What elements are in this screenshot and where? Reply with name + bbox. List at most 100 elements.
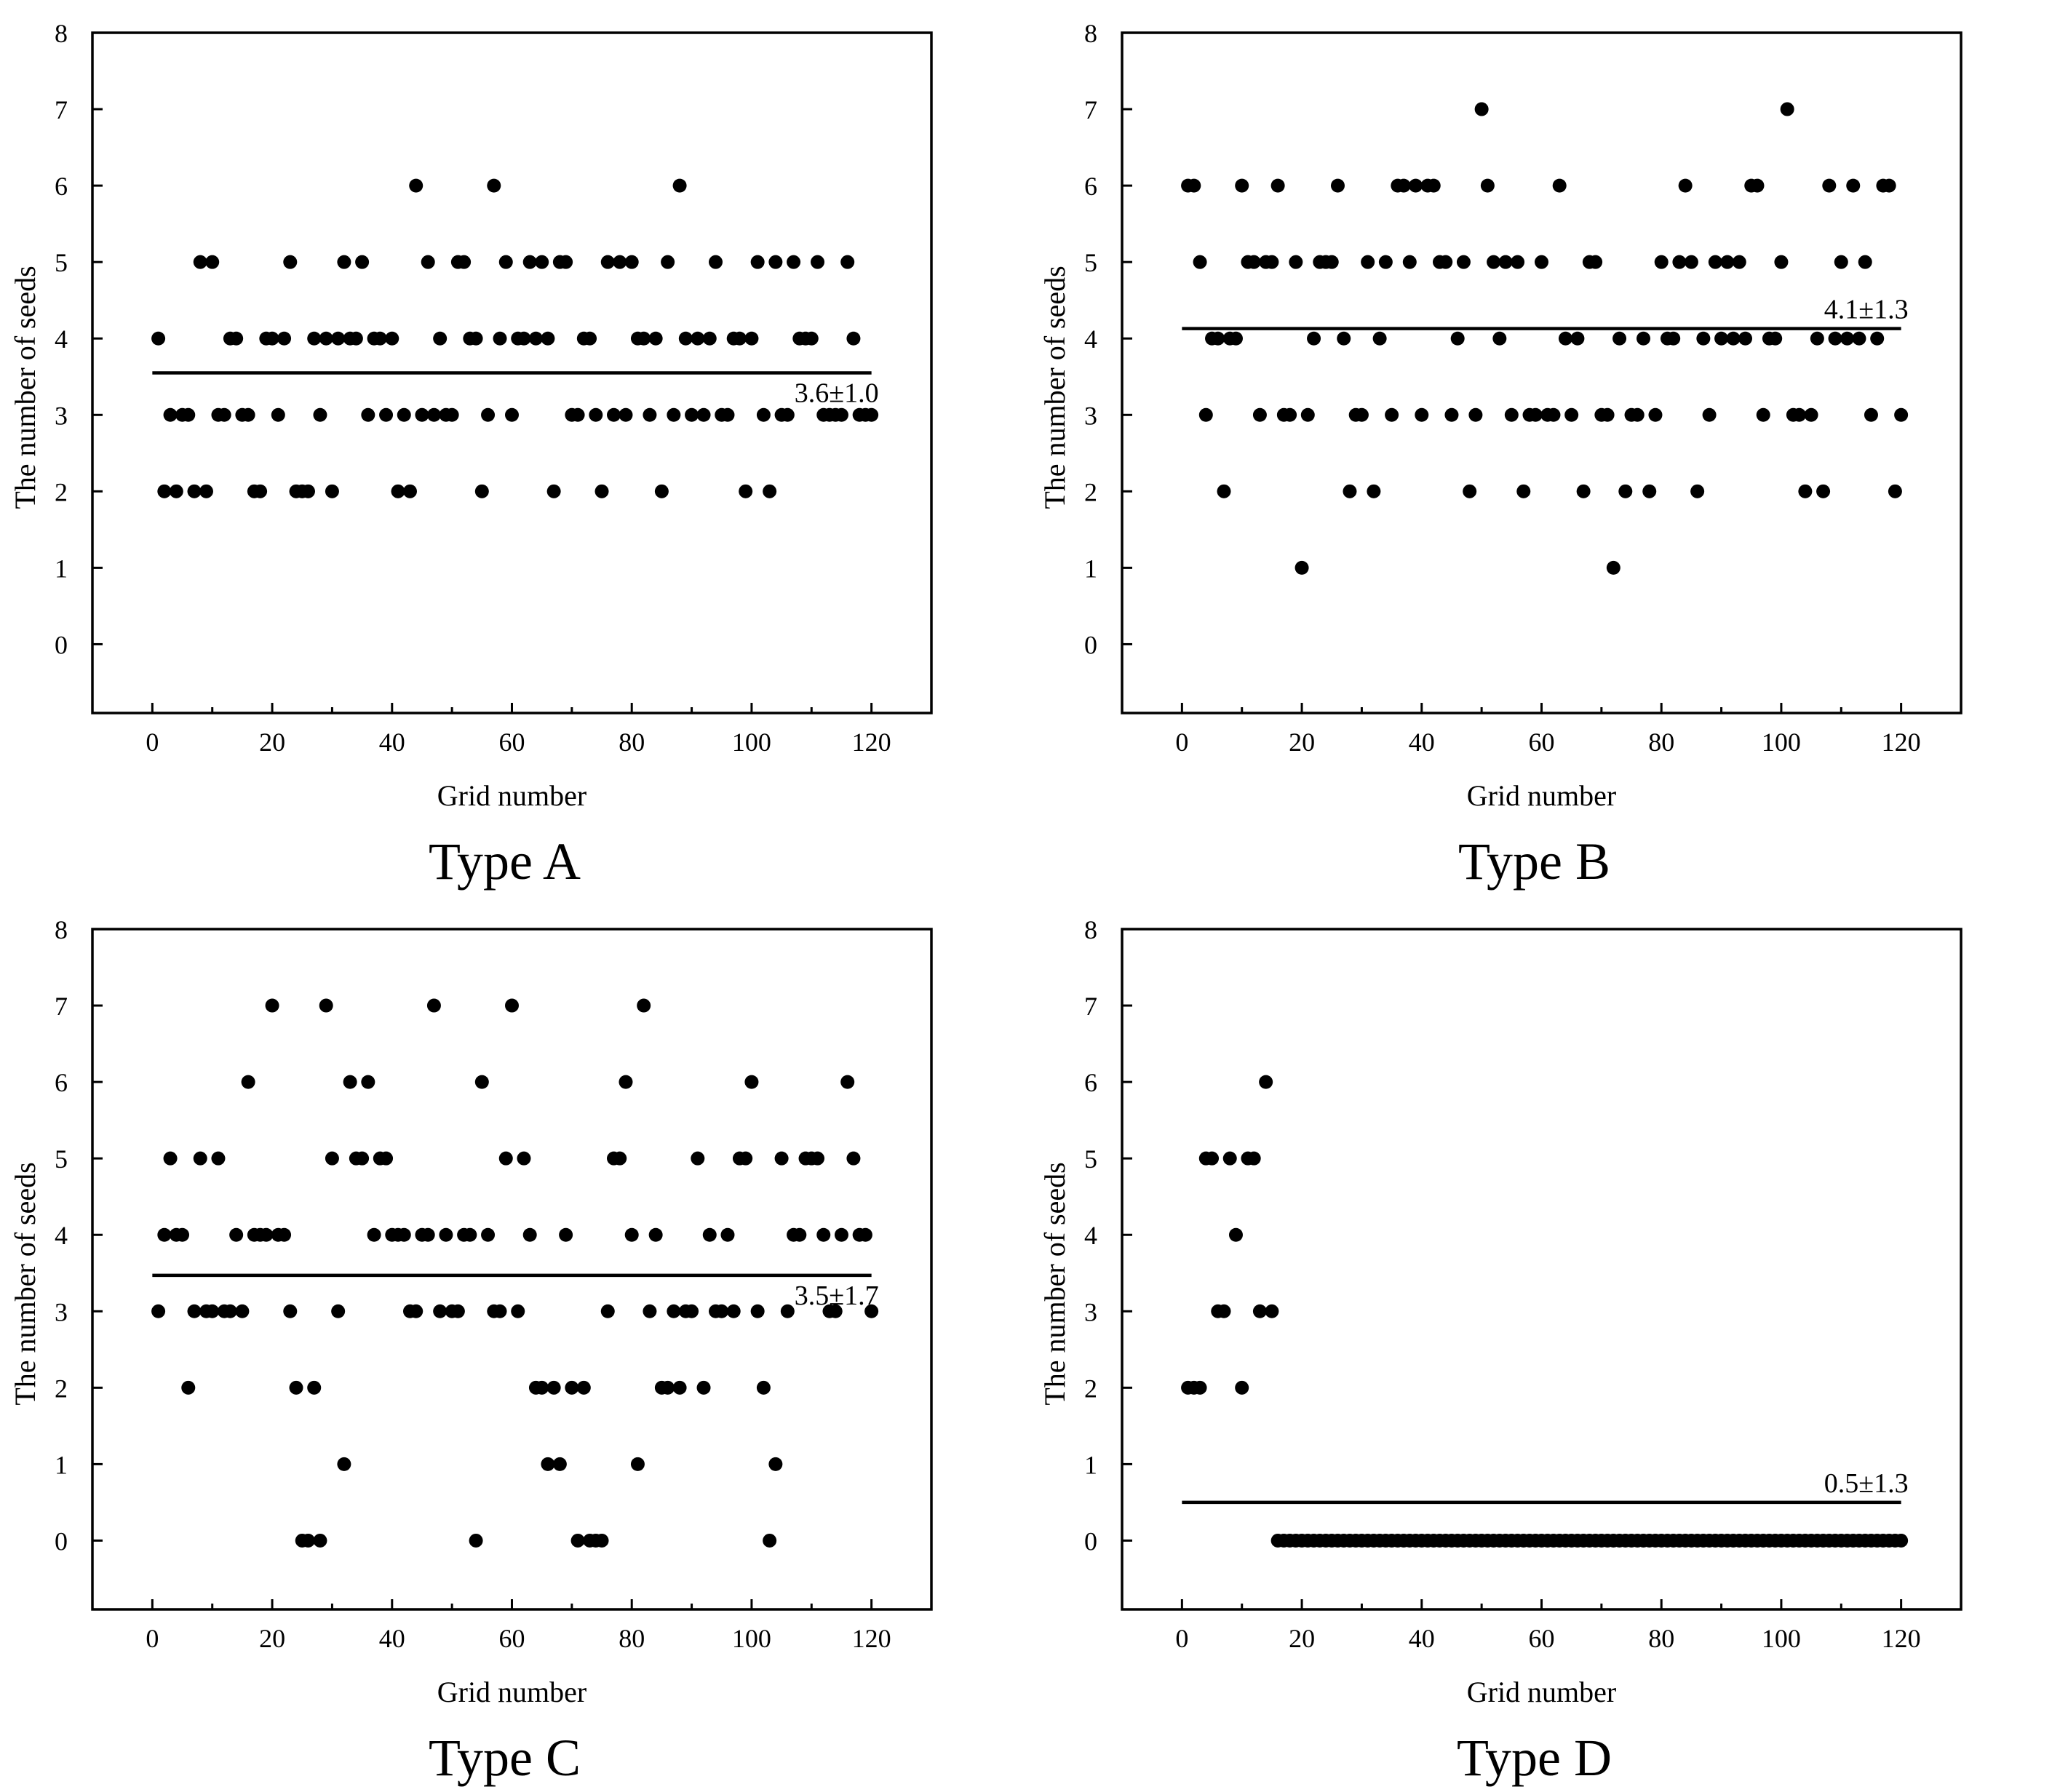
data-point — [1654, 255, 1669, 269]
x-tick-label: 80 — [1648, 1624, 1674, 1653]
data-point — [1307, 331, 1321, 346]
data-point — [732, 331, 747, 346]
data-point — [1439, 255, 1453, 269]
y-tick-label: 2 — [55, 477, 68, 506]
data-point — [319, 331, 333, 346]
data-point — [840, 255, 855, 269]
data-point — [313, 407, 327, 422]
data-point — [343, 1075, 357, 1089]
data-point — [1444, 407, 1459, 422]
data-point — [1570, 331, 1585, 346]
data-point — [1385, 407, 1399, 422]
data-point — [493, 1304, 507, 1318]
data-point — [696, 1380, 711, 1395]
x-axis-title: Grid number — [437, 1676, 587, 1708]
data-point — [1463, 484, 1477, 498]
data-point — [409, 178, 423, 193]
data-point — [1870, 331, 1885, 346]
chart-panel-4: 0 1 2 3 4 5 6 7 8 0 20 40 60 80 100 120 0.5±1.3 Grid numb… — [1030, 896, 2059, 1792]
data-point — [739, 1151, 753, 1166]
data-point — [457, 255, 472, 269]
data-point — [546, 1380, 561, 1395]
data-point — [211, 1151, 226, 1166]
data-point — [229, 331, 244, 346]
data-point — [750, 1304, 765, 1318]
data-point — [1450, 331, 1465, 346]
data-point — [355, 255, 370, 269]
data-point — [331, 1304, 346, 1318]
data-point — [522, 255, 537, 269]
data-point — [1882, 178, 1896, 193]
data-point — [1270, 178, 1285, 193]
data-point — [1217, 1304, 1231, 1318]
y-tick-label: 5 — [1084, 1144, 1097, 1174]
data-point — [1588, 255, 1603, 269]
data-point — [193, 1151, 207, 1166]
data-point — [169, 484, 183, 498]
data-point — [1840, 331, 1855, 346]
data-point — [331, 331, 346, 346]
data-point — [151, 331, 166, 346]
data-point — [163, 407, 178, 422]
data-point — [1780, 102, 1794, 116]
data-point — [1720, 255, 1735, 269]
plot-frame — [1121, 928, 1962, 1611]
data-point — [511, 1304, 525, 1318]
panel-title: Type B — [1458, 832, 1610, 891]
data-point — [1552, 178, 1567, 193]
y-tick-label: 7 — [55, 95, 68, 124]
data-point — [493, 331, 507, 346]
data-point — [1265, 255, 1279, 269]
data-point — [1774, 255, 1789, 269]
data-point — [570, 1533, 585, 1548]
y-tick-label: 8 — [1084, 19, 1097, 48]
data-point — [1187, 178, 1201, 193]
data-point — [1738, 331, 1753, 346]
data-point — [1642, 484, 1657, 498]
panel-title: Type C — [429, 1729, 581, 1787]
data-point — [1402, 255, 1417, 269]
data-point — [763, 1533, 777, 1548]
y-tick-label: 0 — [1084, 1526, 1097, 1556]
data-point — [1696, 331, 1711, 346]
data-point — [864, 1304, 879, 1318]
data-point — [379, 1151, 394, 1166]
x-tick-label: 100 — [732, 728, 771, 757]
data-point — [1337, 331, 1351, 346]
data-point — [163, 1151, 178, 1166]
data-point — [1600, 407, 1615, 422]
y-tick-label: 8 — [1084, 915, 1097, 944]
data-point — [1816, 484, 1831, 498]
data-point — [433, 331, 448, 346]
x-tick-label: 60 — [499, 1624, 525, 1653]
x-tick-label: 20 — [259, 1624, 285, 1653]
data-point — [1564, 407, 1579, 422]
data-point — [307, 1380, 322, 1395]
data-point — [792, 1227, 807, 1242]
data-point — [594, 1533, 609, 1548]
data-point — [474, 484, 489, 498]
data-point — [474, 1075, 489, 1089]
data-point — [439, 1227, 453, 1242]
data-point — [235, 1304, 250, 1318]
y-tick-label: 6 — [55, 172, 68, 201]
x-tick-label: 80 — [619, 728, 645, 757]
data-point — [846, 331, 861, 346]
data-point — [1246, 255, 1261, 269]
y-axis-title: The number of seeds — [1038, 1162, 1071, 1405]
data-point — [1228, 331, 1243, 346]
y-tick-label: 7 — [55, 992, 68, 1021]
data-point — [613, 255, 627, 269]
data-point — [241, 1075, 255, 1089]
data-point — [426, 998, 441, 1013]
data-point — [1193, 255, 1207, 269]
x-tick-label: 20 — [1289, 1624, 1315, 1653]
x-tick-label: 40 — [1409, 728, 1435, 757]
x-tick-label: 20 — [1289, 728, 1315, 757]
data-point — [1474, 102, 1489, 116]
y-tick-label: 8 — [55, 915, 68, 944]
data-point — [421, 1227, 435, 1242]
data-point — [811, 255, 825, 269]
data-point — [283, 255, 298, 269]
